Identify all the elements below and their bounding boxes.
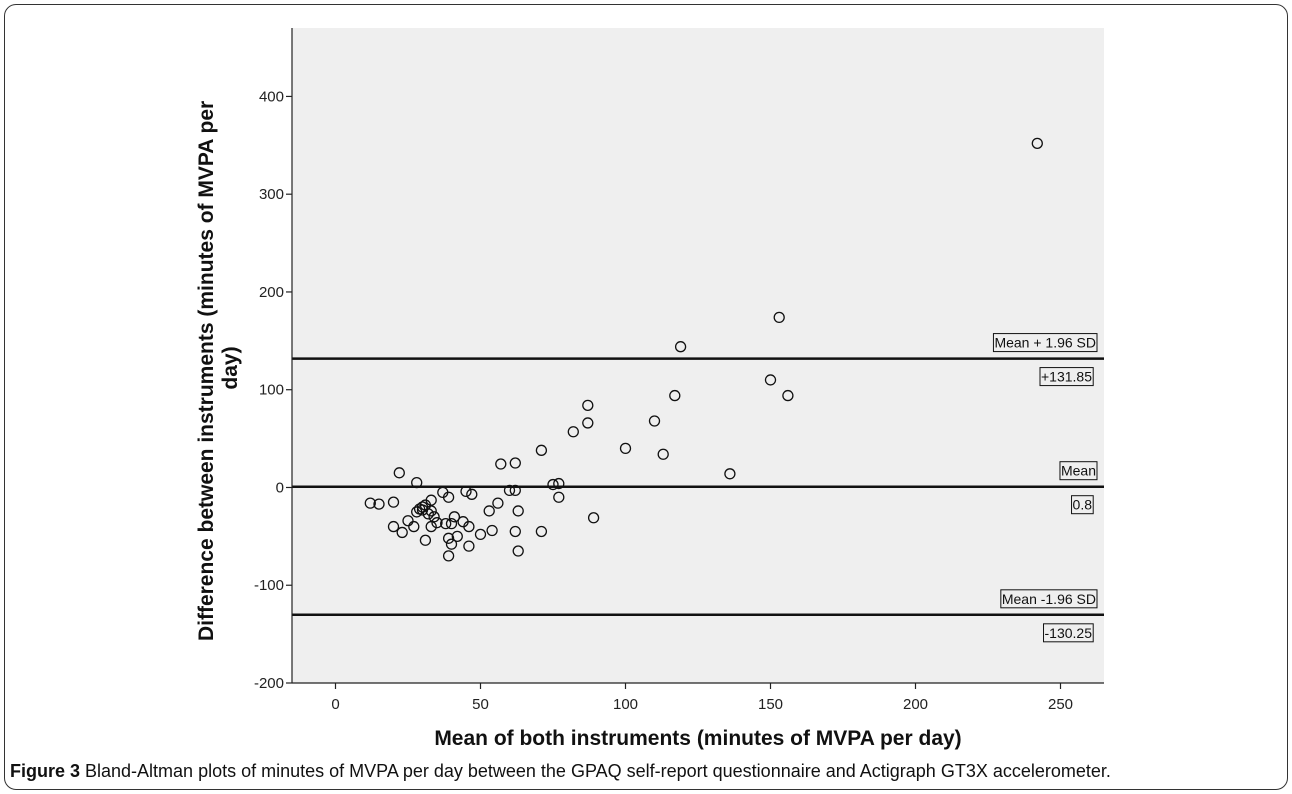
- data-point: [445, 538, 458, 550]
- y-tick-label: 0: [276, 479, 284, 496]
- data-point: [619, 442, 632, 455]
- data-point: [674, 341, 687, 353]
- data-point: [425, 494, 437, 506]
- reference-line-value-0: +131.85: [1041, 369, 1092, 385]
- data-point: [463, 520, 475, 533]
- y-axis-title-line-2: day): [219, 346, 242, 389]
- data-point: [445, 517, 458, 530]
- data-points: [364, 137, 1043, 562]
- data-point: [582, 399, 594, 412]
- data-point: [492, 497, 504, 509]
- y-axis-title: Difference between instruments (minutes …: [195, 95, 242, 641]
- y-axis: -200 -100 0 100 200 300 400: [254, 28, 293, 692]
- data-point: [387, 496, 400, 508]
- reference-label-box: [1000, 589, 1098, 609]
- data-point: [442, 491, 455, 503]
- reference-label-box: [992, 333, 1098, 353]
- data-point: [582, 417, 594, 429]
- data-point: [419, 534, 432, 546]
- reference-line-value-2: -130.25: [1045, 625, 1093, 641]
- figure-frame: [4, 4, 1288, 790]
- data-point: [448, 511, 461, 523]
- data-point: [512, 505, 524, 517]
- data-point: [402, 515, 414, 527]
- data-point: [782, 389, 794, 402]
- data-point: [387, 520, 400, 533]
- data-point: [509, 525, 521, 538]
- data-point: [486, 524, 498, 537]
- data-point: [657, 448, 669, 460]
- x-tick-label: 0: [331, 696, 339, 713]
- data-point: [587, 512, 600, 524]
- data-point: [440, 517, 452, 530]
- x-tick-label: 50: [472, 696, 489, 713]
- data-point: [724, 468, 736, 480]
- data-point: [460, 485, 472, 498]
- x-tick-label: 200: [903, 696, 928, 713]
- data-point: [535, 525, 548, 538]
- reference-label-box: [1071, 495, 1094, 515]
- y-tick-label: -200: [254, 675, 284, 692]
- data-point: [648, 415, 661, 427]
- reference-label-box: [1059, 461, 1098, 481]
- data-point: [451, 530, 463, 543]
- x-tick-label: 100: [613, 696, 638, 713]
- x-axis: 0 50 100 150 200 250: [292, 682, 1104, 713]
- data-point: [509, 484, 521, 497]
- data-point: [442, 550, 455, 562]
- data-point: [535, 444, 548, 456]
- data-point: [422, 508, 434, 520]
- data-point: [428, 511, 440, 523]
- y-tick-label: 100: [259, 382, 284, 399]
- data-point: [393, 467, 405, 479]
- data-point: [483, 505, 495, 517]
- y-tick-label: 400: [259, 88, 284, 105]
- data-point: [364, 497, 376, 509]
- reference-line-label-2: Mean -1.96 SD: [1002, 591, 1096, 607]
- data-point: [373, 498, 385, 510]
- reference-line-value-1: 0.8: [1073, 497, 1093, 513]
- data-point: [509, 457, 521, 469]
- y-tick-label: 300: [259, 186, 284, 203]
- data-point: [442, 532, 455, 544]
- y-tick-label: -100: [254, 577, 284, 594]
- reference-lines: Mean + 1.96 SD +131.85 Mean 0.8 Mean -1.96 S…: [292, 333, 1104, 643]
- data-point: [408, 520, 420, 533]
- data-point: [411, 476, 423, 489]
- data-point: [553, 491, 565, 503]
- data-point: [764, 374, 777, 386]
- plot-area: [292, 28, 1104, 683]
- data-point: [773, 311, 785, 324]
- reference-line-label-1: Mean: [1061, 463, 1096, 479]
- data-point: [463, 540, 475, 552]
- data-point: [512, 545, 524, 557]
- data-point: [474, 528, 487, 541]
- data-point: [503, 484, 516, 497]
- data-point: [495, 458, 507, 470]
- data-point: [425, 505, 437, 517]
- data-point: [466, 488, 478, 500]
- y-tick-label: 200: [259, 284, 284, 301]
- data-point: [567, 426, 579, 438]
- data-point: [547, 478, 559, 491]
- figure-label: Figure 3: [10, 761, 81, 781]
- data-point: [431, 517, 443, 529]
- data-point: [669, 389, 681, 402]
- caption-text: Bland-Altman plots of minutes of MVPA pe…: [80, 761, 1111, 781]
- figure-caption: Figure 3 Bland-Altman plots of minutes o…: [10, 761, 1290, 782]
- x-axis-title: Mean of both instruments (minutes of MVP…: [434, 727, 961, 750]
- reference-line-label-0: Mean + 1.96 SD: [994, 335, 1096, 351]
- data-point: [553, 477, 565, 490]
- reference-label-box: [1043, 623, 1094, 643]
- reference-label-box: [1039, 367, 1094, 387]
- data-point: [1031, 137, 1043, 150]
- data-point: [396, 526, 408, 539]
- x-tick-label: 150: [758, 696, 783, 713]
- y-axis-title-line-1: Difference between instruments (minutes …: [195, 101, 218, 641]
- x-tick-label: 250: [1048, 696, 1073, 713]
